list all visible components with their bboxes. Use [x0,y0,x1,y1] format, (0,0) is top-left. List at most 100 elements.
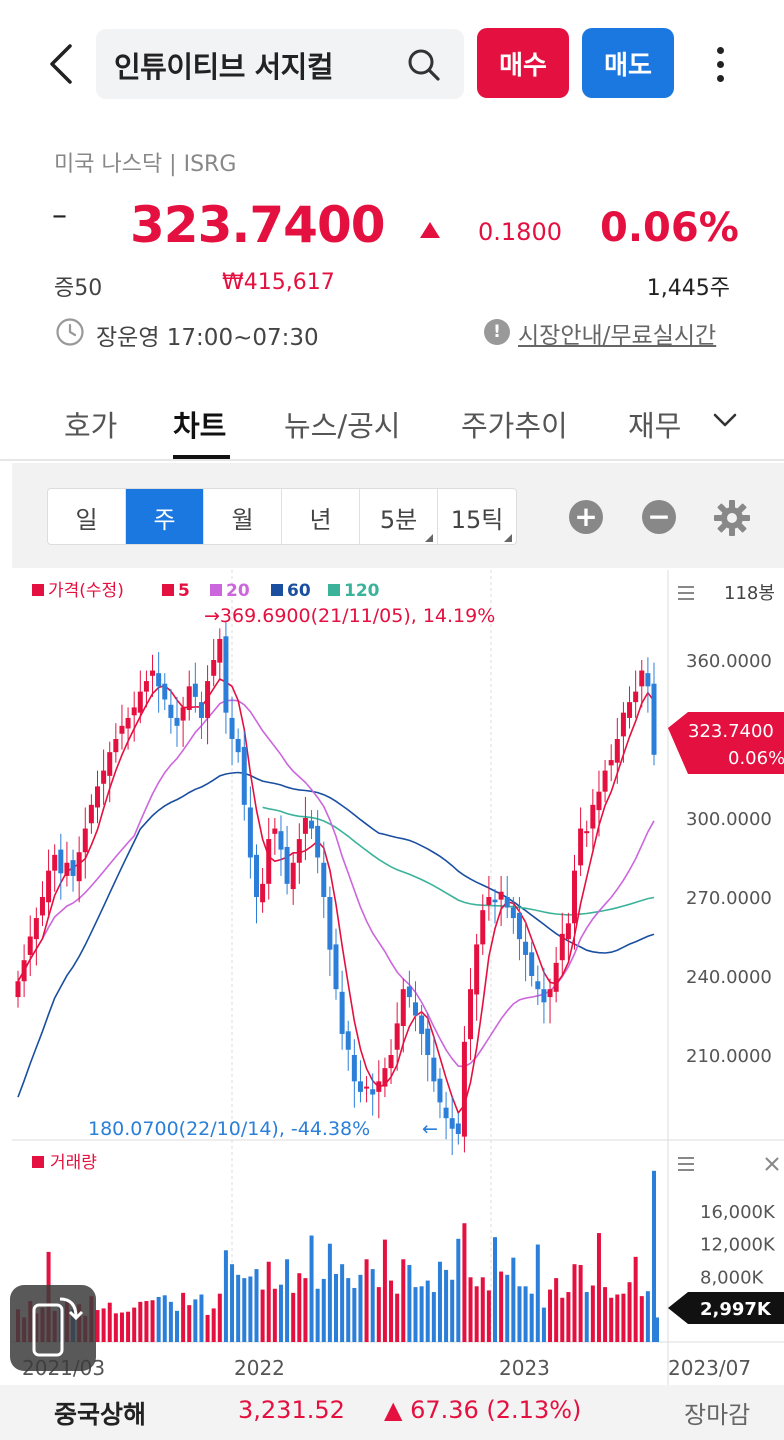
up-arrow-icon [420,222,440,238]
index-ticker-bar[interactable]: 중국상해 3,231.52 ▲ 67.36 (2.13%) 장마감 [0,1385,784,1440]
period-tick[interactable]: 15틱 [438,489,516,544]
tab-price-history[interactable]: 주가추이 [461,409,568,443]
candle-body [101,770,107,784]
candle-body [260,883,266,903]
volume-bar [541,1307,546,1342]
candle-body [639,670,645,687]
candle-body [309,820,315,829]
volume-bar [523,1286,528,1342]
volume-bar [95,1310,100,1342]
volume-bar [101,1308,106,1342]
volume-bar [162,1295,167,1342]
volume-bar [548,1289,553,1342]
volume-bar [590,1285,595,1342]
legend-volume-swatch [32,1156,44,1168]
volume-bar [655,1317,659,1342]
volume-bar [266,1261,271,1342]
candle-body [211,660,217,676]
y-tick-label: 360.0000 [686,651,772,672]
candle-body [290,862,296,890]
candle-body [608,760,614,766]
candle-body [425,1028,431,1055]
index-name: 중국상해 [54,1400,147,1429]
volume-bar [217,1293,222,1342]
candle-body [559,933,565,961]
volume-bar [144,1301,149,1342]
volume-bar [138,1301,143,1342]
krw-price: ₩415,617 [222,270,335,295]
volume-bar [437,1261,442,1342]
gear-icon[interactable] [712,498,752,538]
current-price-tag [668,712,784,774]
candle-body [455,1123,461,1134]
header: 인튜이티브 서지컬 매수 매도 [0,0,784,130]
volume-bar [334,1274,338,1342]
candle-body [339,991,345,1034]
ma120-line [262,806,655,916]
candle-body [186,686,192,711]
volume-bar [456,1238,461,1342]
tab-news[interactable]: 뉴스/공시 [284,409,401,443]
candle-body [76,852,82,882]
price-chart[interactable]: 가격(수정) 5 20 60 120 →369.6900(21/11/05), … [12,570,784,1385]
candle-body [364,1086,370,1089]
chart-canvas[interactable]: 가격(수정) 5 20 60 120 →369.6900(21/11/05), … [12,570,784,1385]
period-yearly[interactable]: 년 [282,489,360,544]
tab-financials[interactable]: 재무 [628,409,682,443]
candle-body [584,831,590,834]
tab-chart[interactable]: 차트 [173,409,227,443]
chevron-down-icon[interactable] [710,405,740,435]
menu-icon[interactable] [678,586,694,600]
candle-body [15,981,21,998]
volume-bar [468,1277,473,1342]
volume-bar [407,1265,412,1342]
candle-body [168,704,174,718]
volume-bar [505,1274,510,1342]
legend-ma5-swatch [162,584,174,596]
candle-body [88,804,94,824]
close-icon[interactable] [765,1157,779,1171]
volume-bar [413,1287,418,1342]
candle-body [107,752,113,776]
buy-button[interactable]: 매수 [477,28,569,98]
period-minute-label: 5분 [379,506,418,534]
volume-bar [578,1265,583,1342]
volume-bar [566,1292,571,1342]
legend-ma5: 5 [178,581,190,601]
period-weekly[interactable]: 주 [126,489,204,544]
search-icon[interactable] [406,47,442,83]
zoom-out-icon[interactable]: − [642,500,676,534]
volume-bar [242,1278,247,1342]
candle-body [388,1055,394,1069]
candle-body [254,854,259,897]
market-info-link[interactable]: 시장안내/무료실시간 [518,323,717,349]
volume-menu-icon[interactable] [678,1157,694,1171]
candle-body [119,725,125,734]
tab-orderbook[interactable]: 호가 [64,409,118,443]
volume-bar [486,1290,491,1342]
candle-body [284,846,290,884]
stock-search-field[interactable]: 인튜이티브 서지컬 [96,29,464,99]
period-daily[interactable]: 일 [48,489,126,544]
candle-body [321,862,327,897]
period-monthly-label: 월 [231,506,254,534]
legend-ma120: 120 [344,581,380,601]
candle-body [651,683,657,755]
period-monthly[interactable]: 월 [204,489,282,544]
period-daily-label: 일 [75,506,98,534]
back-button[interactable] [36,36,86,92]
sell-button[interactable]: 매도 [582,28,674,98]
rotate-screen-button[interactable] [10,1285,96,1371]
period-minute[interactable]: 5분 [360,489,438,544]
volume-bar [615,1294,620,1342]
candle-body [431,1057,437,1082]
volume-bar [254,1269,259,1342]
clock-icon [56,318,84,346]
zoom-in-icon[interactable]: + [569,500,603,534]
legend-volume: 거래량 [50,1153,97,1173]
volume-bar [554,1278,559,1342]
period-weekly-label: 주 [153,506,176,534]
more-menu-icon[interactable] [700,36,740,92]
volume-bar [285,1259,290,1342]
candle-body [492,899,498,903]
